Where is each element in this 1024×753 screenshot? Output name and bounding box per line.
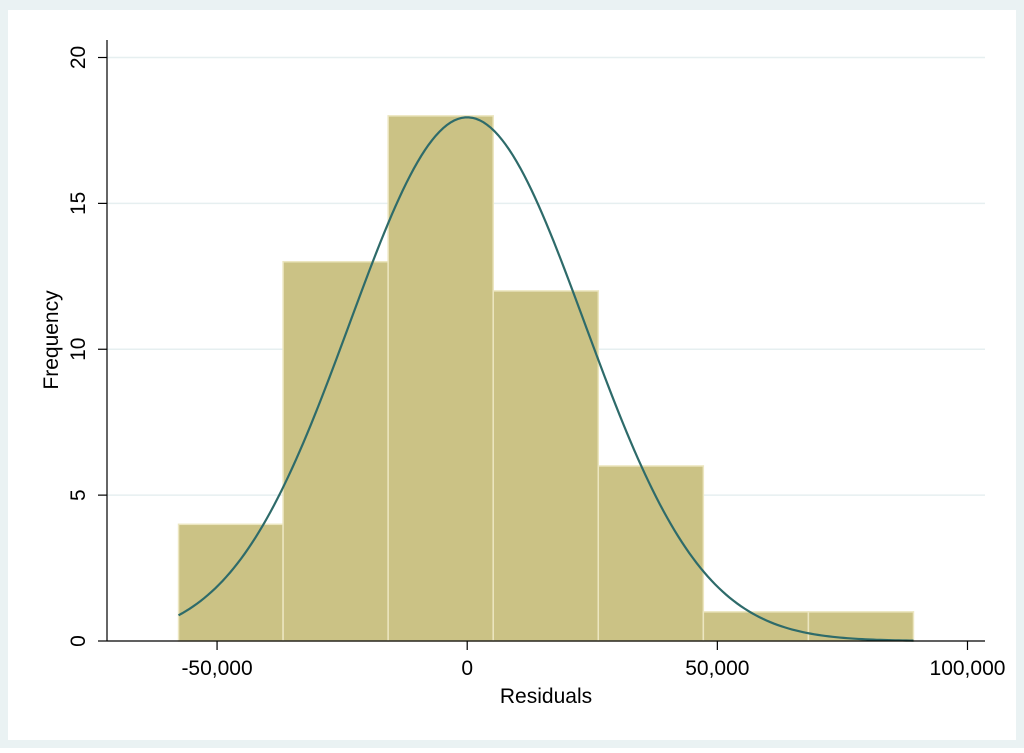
x-axis-label: Residuals (500, 685, 592, 708)
axes (106, 40, 985, 642)
y-tick-label: 10 (67, 338, 90, 361)
y-tick-label: 15 (67, 192, 90, 215)
y-tick-label: 20 (67, 46, 90, 69)
histogram-bar (597, 465, 705, 642)
y-tick-label: 0 (67, 635, 90, 647)
histogram-bar (492, 290, 600, 642)
x-tick-label: 50,000 (685, 657, 749, 680)
histogram-bar (387, 115, 494, 642)
histogram-bar (177, 523, 284, 642)
x-tick-label: -50,000 (181, 657, 252, 680)
y-tick-label: 5 (67, 489, 90, 501)
histogram-bar (702, 611, 810, 642)
y-axis-label: Frequency (40, 290, 63, 390)
x-tick-label: 0 (461, 657, 473, 680)
ticks: -50,000 0 50,000 100,000 0 5 10 15 20 (67, 46, 1005, 680)
normal-density-curve (178, 116, 914, 642)
x-tick-label: 100,000 (930, 657, 1006, 680)
